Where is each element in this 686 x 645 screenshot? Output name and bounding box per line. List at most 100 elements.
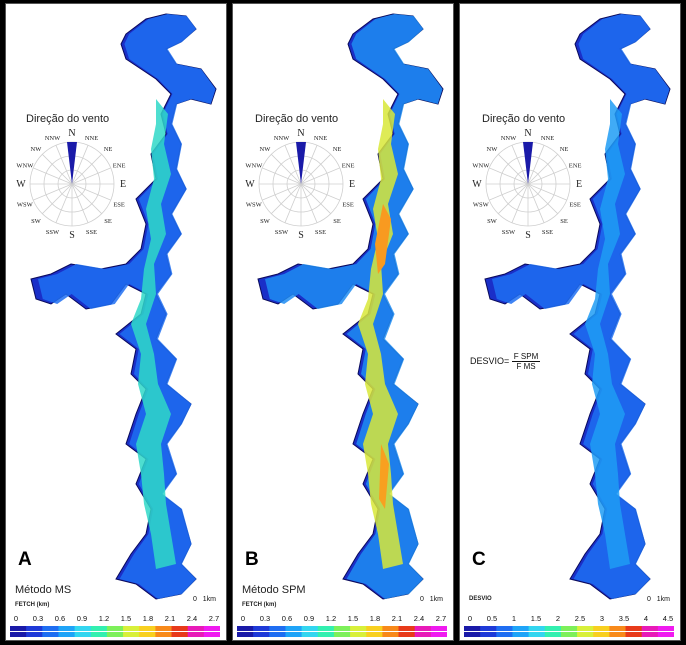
colorbar-tick-label: 4 xyxy=(643,614,649,623)
wind-direction-label: ENE xyxy=(113,162,126,169)
wind-direction-label: WNW xyxy=(472,162,490,169)
wind-rose-spoke xyxy=(527,154,558,185)
method-label: Método MS xyxy=(15,584,72,596)
scale-bar-end: 1km xyxy=(202,596,216,603)
colorbar-tick-label: 2.4 xyxy=(413,614,425,623)
scale-bar: 0 1km xyxy=(193,596,216,603)
fetch-max-zone xyxy=(379,444,389,509)
colorbar-tick-label: 0 xyxy=(467,614,473,623)
wind-direction-label: NW xyxy=(31,146,43,153)
deviation-formula: DESVIO= F SPM F MS xyxy=(470,352,541,371)
reservoir-core xyxy=(585,99,630,569)
method-label: Método SPM xyxy=(242,584,306,596)
fetch-max-zone xyxy=(375,204,391,274)
colorbar-tick-label: 0.5 xyxy=(486,614,498,623)
colorbar xyxy=(464,626,674,637)
wind-rose-spoke xyxy=(262,167,302,185)
wind-rose-spoke xyxy=(33,167,73,185)
wind-direction-label: NNW xyxy=(45,135,61,142)
wind-direction-label: N xyxy=(68,128,75,139)
wind-direction-label: NNW xyxy=(501,135,517,142)
formula-lhs: DESVIO= xyxy=(470,355,510,366)
colorbar-tick-label: 2 xyxy=(555,614,561,623)
colorbar xyxy=(10,626,220,637)
wind-rose-spoke xyxy=(300,183,318,223)
wind-direction-label: W xyxy=(16,179,26,190)
wind-rose-spoke xyxy=(527,145,545,185)
wind-rose-spoke xyxy=(300,183,331,214)
reservoir-inner xyxy=(492,14,670,599)
scale-bar-start: 0 xyxy=(193,596,197,603)
wind-arrow xyxy=(67,142,77,184)
wind-direction-label: SE xyxy=(333,218,341,225)
wind-direction-label: S xyxy=(525,230,531,241)
colorbar-tick-label: 0.6 xyxy=(54,614,66,623)
wind-rose-spoke xyxy=(527,167,567,185)
wind-direction-label: WNW xyxy=(245,162,263,169)
scale-bar: 0 1km xyxy=(647,596,670,603)
wind-direction-label: E xyxy=(349,179,355,190)
wind-direction-label: W xyxy=(245,179,255,190)
scale-bar-end: 1km xyxy=(429,596,443,603)
wind-rose-spoke xyxy=(271,154,302,185)
scale-bar-start: 0 xyxy=(647,596,651,603)
wind-direction-label: N xyxy=(524,128,531,139)
wind-direction-label: SSE xyxy=(315,229,326,236)
colorbar-tick-label: 0.3 xyxy=(259,614,271,623)
wind-direction-label: NNE xyxy=(541,135,554,142)
colorbar-tick-label: 0.9 xyxy=(303,614,315,623)
wind-rose-spoke xyxy=(71,183,102,214)
wind-rose-spoke xyxy=(284,145,302,185)
wind-direction-label: ESE xyxy=(113,202,125,209)
wind-direction-label: WNW xyxy=(16,162,34,169)
wind-direction-label: SSW xyxy=(275,229,289,236)
wind-rose-spoke xyxy=(527,183,545,223)
colorbar-tick-label: 0.3 xyxy=(32,614,44,623)
colorbar-tick-label: 4.5 xyxy=(662,614,674,623)
wind-rose-spoke xyxy=(498,183,529,214)
colorbar-tick-label: 0.9 xyxy=(76,614,88,623)
colorbar-tick-label: 2.4 xyxy=(186,614,198,623)
wind-direction-label: SSE xyxy=(542,229,553,236)
colorbar-tick-label: 1.8 xyxy=(142,614,154,623)
colorbar-tick-label: 0 xyxy=(13,614,19,623)
wind-rose-spoke xyxy=(262,183,302,201)
wind-rose-spoke xyxy=(284,183,302,223)
wind-direction-label: NNW xyxy=(274,135,290,142)
wind-direction-label: SE xyxy=(560,218,568,225)
reservoir-inner xyxy=(38,14,216,599)
scale-bar-start: 0 xyxy=(420,596,424,603)
compass-title: Direção do vento xyxy=(255,113,339,125)
wind-rose-spoke xyxy=(71,183,111,201)
wind-direction-label: ESE xyxy=(569,202,581,209)
colorbar-tick-label: 1.5 xyxy=(347,614,359,623)
reservoir-outline xyxy=(484,13,671,600)
wind-rose-spoke xyxy=(71,154,102,185)
wind-rose-spoke xyxy=(71,167,111,185)
colorbar-tick-label: 3.5 xyxy=(618,614,630,623)
colorbar-tick-label: 0.6 xyxy=(281,614,293,623)
wind-direction-label: NE xyxy=(104,146,113,153)
wind-direction-label: SW xyxy=(487,218,498,225)
panel-letter: B xyxy=(245,549,259,570)
colorbar-tick-label: 0 xyxy=(240,614,246,623)
wind-direction-label: NNE xyxy=(85,135,98,142)
wind-direction-label: N xyxy=(297,128,304,139)
wind-rose-spoke xyxy=(71,183,89,223)
compass-title: Direção do vento xyxy=(26,113,110,125)
scale-bar-end: 1km xyxy=(656,596,670,603)
colorbar-title: DESVIO xyxy=(469,596,492,602)
colorbar xyxy=(237,626,447,637)
wind-rose-spoke xyxy=(300,167,340,185)
wind-rose-spoke xyxy=(489,167,529,185)
reservoir-core xyxy=(131,99,176,569)
wind-rose-spoke xyxy=(511,145,529,185)
wind-rose-spoke xyxy=(42,154,73,185)
wind-direction-label: SW xyxy=(260,218,271,225)
wind-rose-spoke xyxy=(300,145,318,185)
